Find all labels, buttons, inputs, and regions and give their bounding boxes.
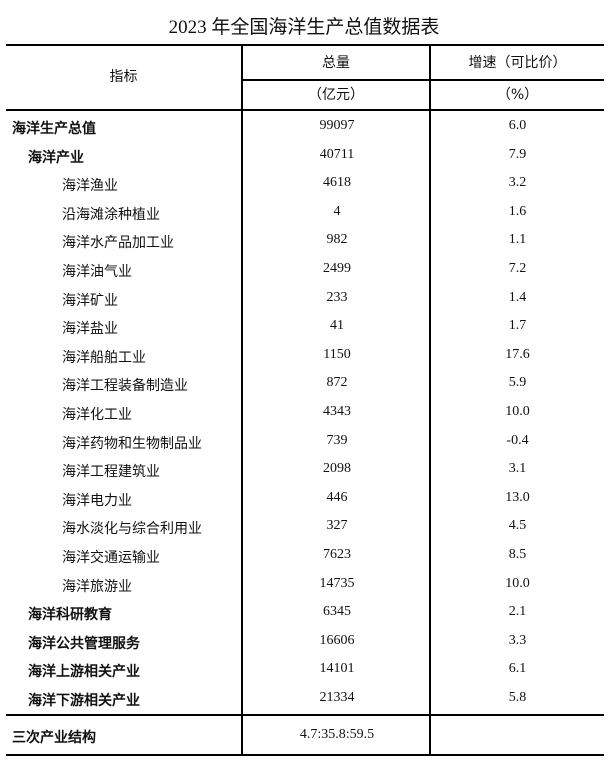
row-total: 2499 (323, 261, 351, 276)
header-divider (243, 79, 604, 81)
column-divider (429, 46, 431, 754)
row-label: 海洋渔业 (62, 178, 118, 195)
table-row: 海洋电力业 446 13.0 (6, 485, 604, 514)
row-label: 三次产业结构 (12, 730, 96, 746)
row-growth: 1.6 (508, 203, 527, 219)
row-total: 21334 (319, 690, 355, 705)
row-label: 海洋药物和生物制品业 (62, 435, 202, 452)
row-growth: 7.2 (508, 261, 527, 276)
row-label: 海洋生产总值 (12, 121, 96, 137)
row-label: 海洋盐业 (62, 321, 118, 338)
row-label: 海洋电力业 (62, 492, 132, 509)
row-growth: 3.1 (508, 461, 527, 477)
row-label: 海洋产业 (28, 149, 84, 166)
header-total: 总量 (322, 55, 350, 71)
page-title: 2023 年全国海洋生产总值数据表 (168, 17, 440, 38)
table-row: 海洋渔业 4618 3.2 (6, 170, 604, 199)
row-total: 4618 (323, 175, 351, 191)
row-total: 41 (330, 318, 344, 334)
row-label: 海洋下游相关产业 (28, 693, 140, 709)
row-growth: 1.4 (508, 289, 527, 305)
row-growth: 7.9 (508, 146, 527, 162)
header-bottom-border (6, 109, 604, 111)
table-row: 海洋交通运输业 7623 8.5 (6, 542, 604, 571)
table-row: 海洋科研教育 6345 2.1 (6, 599, 604, 628)
table-row: 海洋下游相关产业 21334 5.8 (6, 685, 604, 714)
row-label: 海洋交通运输业 (62, 550, 160, 566)
row-label: 海洋油气业 (62, 264, 132, 280)
table-row: 海洋油气业 2499 7.2 (6, 256, 604, 285)
table-row: 海洋工程建筑业 2098 3.1 (6, 456, 604, 485)
row-label: 海洋工程装备制造业 (62, 378, 188, 395)
row-growth: -0.4 (506, 432, 529, 448)
table-row: 海洋矿业 233 1.4 (6, 285, 604, 314)
row-growth: 3.2 (508, 175, 527, 191)
row-label: 海水淡化与综合利用业 (62, 521, 202, 538)
row-label: 沿海滩涂种植业 (62, 206, 160, 223)
row-total: 4.7:35.8:59.5 (299, 727, 375, 742)
table-row: 海洋盐业 41 1.7 (6, 313, 604, 342)
row-label: 海洋船舶工业 (62, 349, 146, 366)
table-row: 海洋产业 40711 7.9 (6, 142, 604, 171)
row-total: 233 (326, 289, 348, 305)
row-growth: 5.9 (508, 375, 527, 391)
table-row: 沿海滩涂种植业 4 1.6 (6, 199, 604, 228)
row-growth: 1.1 (508, 232, 527, 248)
header-indicator: 指标 (109, 69, 138, 85)
row-total: 1150 (323, 346, 351, 362)
row-label: 海洋公共管理服务 (28, 635, 140, 652)
row-total: 14735 (319, 575, 355, 591)
structure-row: 三次产业结构 4.7:35.8:59.5 (6, 722, 604, 751)
row-growth: 10.0 (505, 404, 530, 419)
row-total: 446 (326, 489, 348, 505)
row-growth: 6.0 (508, 118, 527, 133)
row-total: 16606 (319, 632, 355, 648)
row-total: 4343 (323, 404, 351, 419)
table-row: 海水淡化与综合利用业 327 4.5 (6, 513, 604, 542)
table-row: 海洋化工业 4343 10.0 (6, 399, 604, 428)
row-growth: 2.1 (508, 604, 527, 620)
row-growth: 8.5 (508, 547, 527, 562)
row-total: 6345 (323, 604, 351, 620)
row-label: 海洋水产品加工业 (62, 235, 174, 252)
row-total: 7623 (323, 547, 351, 562)
structure-divider (6, 714, 604, 716)
table-row: 海洋工程装备制造业 872 5.9 (6, 370, 604, 399)
row-total: 739 (326, 432, 348, 448)
row-growth: 10.0 (505, 575, 530, 591)
row-growth: 6.1 (508, 661, 527, 677)
row-growth: 17.6 (505, 346, 530, 362)
row-total: 982 (326, 232, 348, 248)
row-total: 40711 (319, 146, 355, 162)
row-label: 海洋上游相关产业 (28, 664, 140, 681)
row-label: 海洋化工业 (62, 407, 132, 423)
table-row: 海洋水产品加工业 982 1.1 (6, 227, 604, 256)
table-row: 海洋上游相关产业 14101 6.1 (6, 656, 604, 685)
header-growth: 增速（可比价） (468, 55, 567, 71)
row-total: 2098 (323, 461, 351, 477)
row-total: 4 (333, 203, 341, 219)
table-row: 海洋旅游业 14735 10.0 (6, 571, 604, 600)
table-row: 海洋药物和生物制品业 739 -0.4 (6, 428, 604, 457)
row-growth: 1.7 (508, 318, 527, 334)
row-growth: 4.5 (508, 518, 527, 534)
table-row: 海洋船舶工业 1150 17.6 (6, 342, 604, 371)
row-label: 海洋旅游业 (62, 578, 132, 595)
table-row: 海洋生产总值 99097 6.0 (6, 113, 604, 142)
row-label: 海洋科研教育 (28, 607, 112, 624)
row-label: 海洋矿业 (62, 292, 118, 309)
row-total: 872 (326, 375, 348, 391)
row-total: 327 (326, 518, 348, 534)
row-growth: 13.0 (505, 489, 530, 505)
row-label: 海洋工程建筑业 (62, 464, 160, 481)
header-growth-unit: （%） (496, 87, 539, 103)
row-total: 14101 (319, 661, 355, 677)
table-row: 海洋公共管理服务 16606 3.3 (6, 628, 604, 657)
row-growth: 5.8 (508, 690, 527, 705)
data-table: 指标 总量 （亿元） 增速（可比价） （%） 海洋生产总值 99097 6.0 海洋产… (6, 44, 604, 756)
row-growth: 3.3 (508, 632, 527, 648)
column-divider (241, 46, 243, 754)
header-total-unit: （亿元） (308, 87, 364, 103)
row-total: 99097 (319, 118, 355, 133)
